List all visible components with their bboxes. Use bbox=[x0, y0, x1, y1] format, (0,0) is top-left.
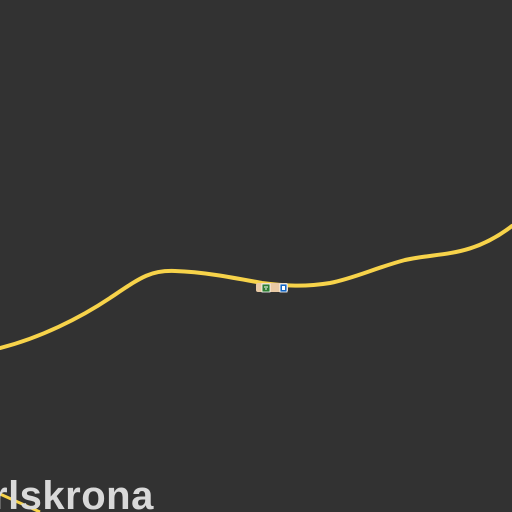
rest-area-icon[interactable] bbox=[261, 283, 271, 293]
bus-stop-icon[interactable] bbox=[279, 283, 288, 293]
side-road bbox=[0, 492, 41, 512]
place-label: rlskrona bbox=[0, 474, 154, 512]
main-road bbox=[0, 224, 512, 350]
